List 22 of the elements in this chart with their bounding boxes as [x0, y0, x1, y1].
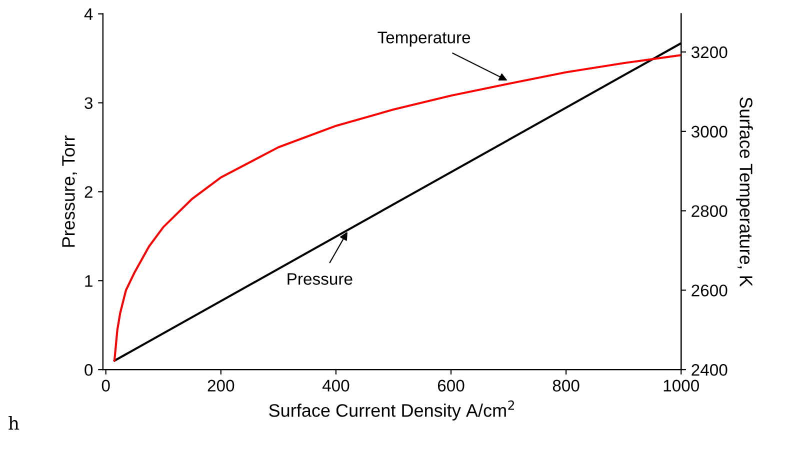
- y2-tick-label: 2800: [692, 205, 728, 217]
- y-tick-label: 4: [84, 8, 93, 20]
- y2-tick-label: 3200: [691, 46, 728, 58]
- y-tick-label: 0: [84, 364, 93, 376]
- y2-tick-label: 2600: [692, 284, 728, 296]
- y2-tick-label: 3000: [691, 126, 728, 138]
- x-tick-label: 600: [438, 380, 464, 392]
- annotation: Pressure: [288, 273, 352, 285]
- text: h: [8, 416, 20, 430]
- annotation: Temperature: [378, 32, 470, 47]
- y2-tick-label: 2400: [692, 364, 728, 376]
- y-tick-label: 3: [84, 97, 93, 109]
- x-tick-label: 200: [208, 380, 234, 392]
- x-axis-title: Surface Current Density A/cm$^{2}$: [269, 400, 514, 420]
- y-tick-label: 2: [84, 186, 92, 198]
- x-tick-label: 1000: [664, 380, 700, 392]
- y-tick-label: 1: [85, 275, 92, 287]
- x-tick-label: 0: [102, 380, 110, 392]
- x-tick-label: 400: [322, 380, 350, 392]
- y2-axis-title: Surface Temperature, K: [736, 97, 753, 287]
- y-axis-title: Pressure, Torr: [62, 136, 77, 247]
- x-tick-label: 800: [552, 380, 580, 392]
